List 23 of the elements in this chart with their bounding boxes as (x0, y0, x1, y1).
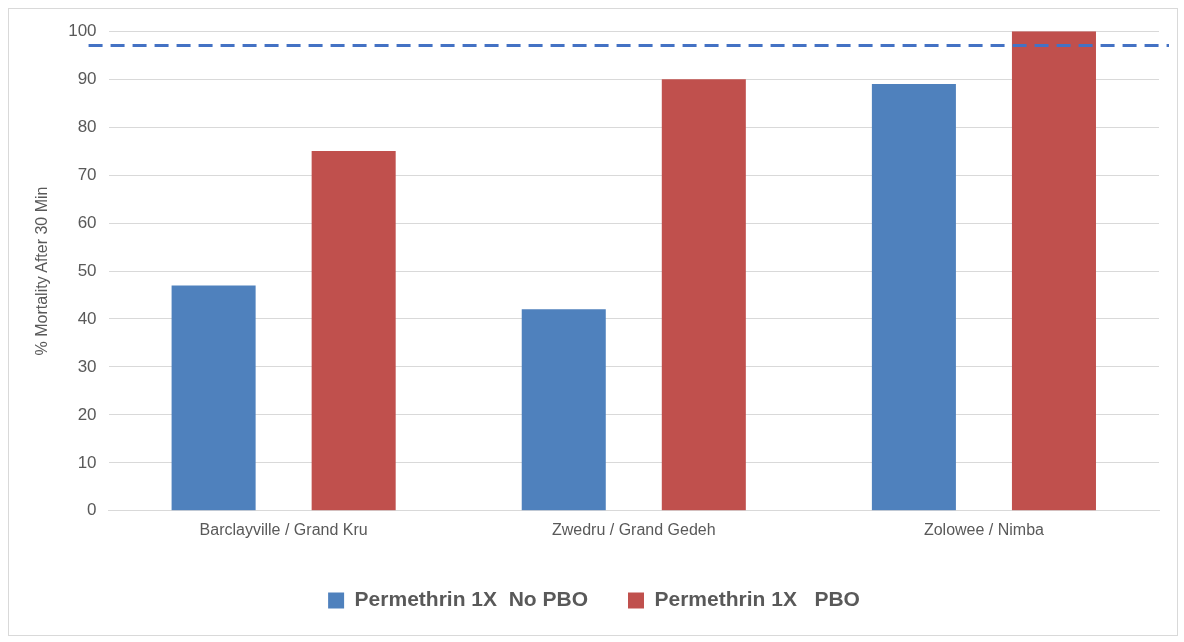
bar (1011, 31, 1096, 511)
y-tick-label: 60 (77, 212, 97, 232)
legend-label: Permethrin 1X PBO (654, 587, 860, 611)
bar (521, 309, 606, 511)
x-tick-label: Zolowee / Nimba (923, 520, 1045, 538)
y-tick-label: 0 (87, 500, 97, 520)
legend-label: Permethrin 1X No PBO (354, 587, 588, 611)
bar (661, 79, 746, 511)
y-tick-label: 10 (77, 452, 97, 472)
bar (311, 151, 396, 511)
x-tick-label: Barclayville / Grand Kru (199, 520, 368, 538)
y-tick-label: 30 (77, 356, 97, 376)
y-tick-label: 80 (77, 116, 97, 136)
y-tick-label: 40 (77, 308, 97, 328)
y-axis-title: % Mortality After 30 Min (33, 186, 51, 356)
bar (171, 285, 256, 511)
y-tick-label: 70 (77, 164, 97, 184)
bar (871, 83, 956, 511)
y-tick-label: 50 (77, 260, 97, 280)
y-tick-label: 90 (77, 68, 97, 88)
y-tick-label: 100 (68, 20, 97, 40)
y-tick-label: 20 (77, 404, 97, 424)
x-tick-label: Zwedru / Grand Gedeh (551, 520, 716, 538)
